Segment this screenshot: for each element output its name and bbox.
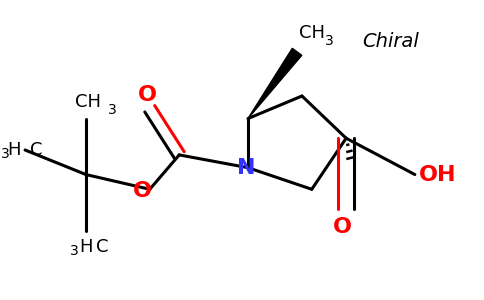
Text: C: C xyxy=(96,238,108,256)
Text: 3: 3 xyxy=(0,147,9,161)
Text: CH: CH xyxy=(299,24,325,42)
Text: H: H xyxy=(8,141,21,159)
Text: CH: CH xyxy=(75,93,101,111)
Polygon shape xyxy=(248,48,302,118)
Text: Chiral: Chiral xyxy=(362,32,419,52)
Text: 3: 3 xyxy=(70,244,78,258)
Text: H: H xyxy=(79,238,93,256)
Text: O: O xyxy=(138,85,157,105)
Text: O: O xyxy=(133,181,151,201)
Text: O: O xyxy=(333,217,352,237)
Text: C: C xyxy=(30,141,43,159)
Text: N: N xyxy=(237,158,255,178)
Text: 3: 3 xyxy=(325,34,333,48)
Text: 3: 3 xyxy=(107,103,116,117)
Text: OH: OH xyxy=(419,164,456,184)
